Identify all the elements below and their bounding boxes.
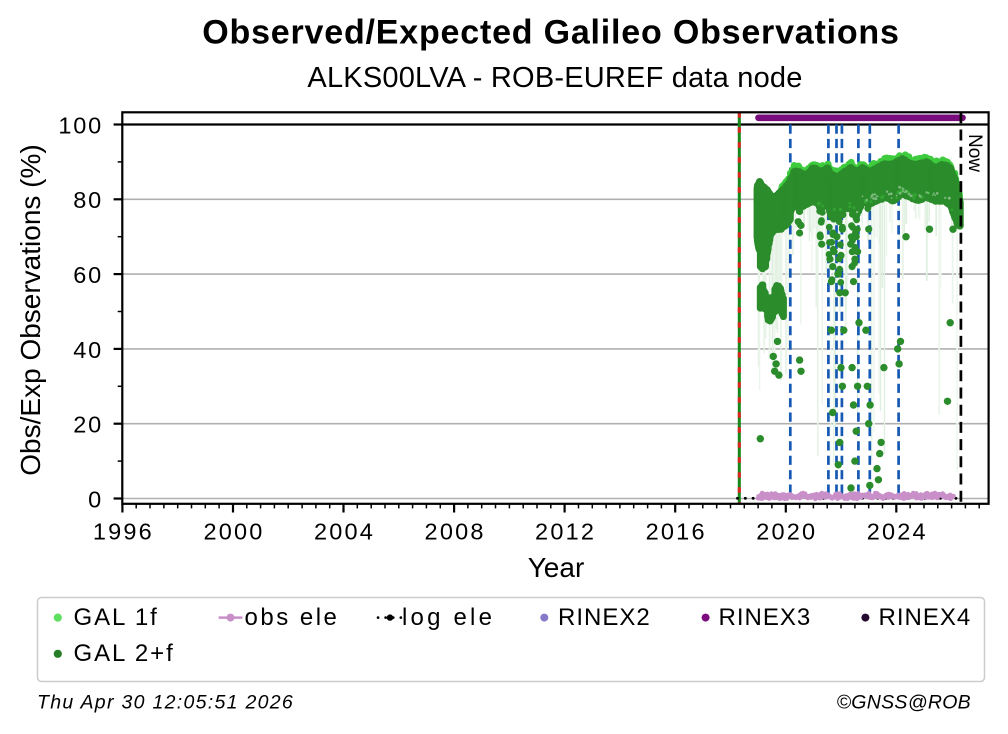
svg-text:obs ele: obs ele	[245, 604, 340, 631]
svg-text:2000: 2000	[203, 519, 264, 545]
svg-text:40: 40	[73, 337, 103, 363]
svg-text:Observed/Expected Galileo Obse: Observed/Expected Galileo Observations	[202, 13, 899, 51]
svg-text:GAL 1f: GAL 1f	[74, 604, 159, 631]
svg-text:20: 20	[73, 412, 103, 438]
svg-text:1996: 1996	[93, 519, 154, 545]
svg-text:GAL 2+f: GAL 2+f	[74, 640, 175, 667]
svg-text:2004: 2004	[314, 519, 375, 545]
svg-text:2012: 2012	[535, 519, 596, 545]
svg-text:60: 60	[73, 262, 103, 288]
svg-text:2020: 2020	[756, 519, 817, 545]
svg-text:100: 100	[58, 112, 103, 138]
svg-text:ALKS00LVA - ROB-EUREF data nod: ALKS00LVA - ROB-EUREF data node	[307, 62, 802, 94]
svg-text:RINEX4: RINEX4	[879, 604, 972, 631]
svg-text:Obs/Exp Observations (%): Obs/Exp Observations (%)	[15, 144, 46, 475]
svg-text:Year: Year	[528, 552, 585, 583]
svg-text:RINEX3: RINEX3	[719, 604, 812, 631]
svg-text:2024: 2024	[867, 519, 928, 545]
svg-text:Thu Apr 30 12:05:51 2026: Thu Apr 30 12:05:51 2026	[37, 692, 294, 714]
svg-text:2008: 2008	[425, 519, 486, 545]
svg-text:2016: 2016	[646, 519, 707, 545]
svg-text:80: 80	[73, 187, 103, 213]
svg-text:©GNSS@ROB: ©GNSS@ROB	[837, 692, 971, 714]
svg-text:0: 0	[88, 486, 103, 512]
svg-text:Now: Now	[964, 134, 985, 172]
svg-text:RINEX2: RINEX2	[558, 604, 651, 631]
svg-text:log ele: log ele	[402, 604, 495, 631]
